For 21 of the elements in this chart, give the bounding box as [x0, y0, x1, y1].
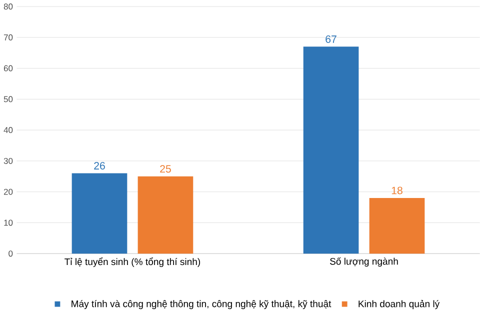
y-tick-label: 80: [4, 4, 13, 10]
y-tick-label: 20: [4, 188, 13, 195]
bar: [138, 176, 194, 254]
bar: [369, 198, 425, 254]
y-tick-label: 10: [4, 220, 13, 226]
legend-label: Máy tính và công nghệ thông tin, công nghệ kỹ thuật, kỹ thuật: [72, 300, 332, 310]
y-tick-label: 70: [4, 34, 13, 40]
y-tick-label: 60: [4, 65, 13, 72]
data-label: 67: [326, 35, 336, 43]
legend-label: Kinh doanh quản lý: [358, 300, 440, 310]
y-tick-label: 0: [8, 250, 13, 257]
x-tick-label: Tỉ lệ tuyển sinh (% tổng thí sinh): [64, 257, 200, 268]
data-label: 18: [392, 186, 402, 194]
y-tick-label: 50: [4, 96, 13, 102]
x-tick-label: Số lượng ngành: [330, 257, 398, 267]
y-tick-label: 30: [4, 158, 13, 164]
data-label: 25: [160, 165, 171, 173]
data-label: 26: [94, 162, 105, 170]
y-tick-label: 40: [4, 127, 13, 134]
bar: [303, 46, 359, 254]
bar: [72, 173, 128, 254]
